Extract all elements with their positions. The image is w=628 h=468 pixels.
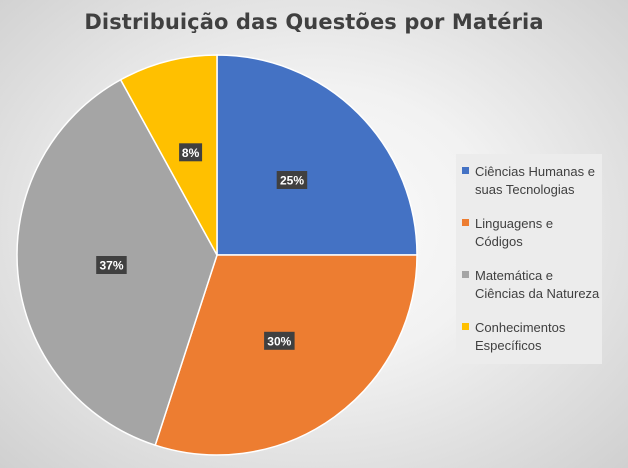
data-label-text: 30%	[267, 334, 291, 348]
data-label-ciencias-humanas-e-suas-tecnologias: 25%	[276, 171, 308, 189]
legend-label: Matemática e Ciências da Natureza	[475, 268, 600, 301]
legend-swatch	[462, 219, 469, 226]
chart-title: Distribuição das Questões por Matéria	[84, 10, 544, 34]
legend-item-matematica-e-ciencias-da-natureza: Matemática e Ciências da Natureza	[462, 267, 602, 319]
data-label-matematica-e-ciencias-da-natureza: 37%	[96, 256, 127, 274]
pie-slice-linguagens-e-codigos	[154, 254, 418, 456]
pie-slice-ciencias-humanas-e-suas-tecnologias	[216, 54, 418, 256]
chart-legend: Ciências Humanas e suas Tecnologias Lingu…	[456, 154, 602, 364]
data-label-conhecimentos-especificos: 8%	[179, 143, 203, 162]
legend-swatch	[462, 323, 469, 330]
data-label-text: 8%	[182, 146, 200, 160]
legend-label: Linguagens e Códigos	[475, 216, 554, 249]
data-label-box	[179, 143, 203, 162]
data-label-box	[264, 331, 295, 350]
legend-item-conhecimentos-especificos: Conhecimentos Específicos	[462, 319, 602, 371]
legend-label: Conhecimentos Específicos	[475, 320, 566, 353]
pie-slice-conhecimentos-especificos	[119, 54, 218, 256]
data-label-box	[96, 256, 127, 274]
pie-slices	[16, 54, 418, 456]
legend-item-linguagens-e-codigos: Linguagens e Códigos	[462, 215, 602, 267]
data-label-text: 37%	[99, 259, 123, 273]
legend-item-ciencias-humanas-e-suas-tecnologias: Ciências Humanas e suas Tecnologias	[462, 163, 602, 215]
legend-swatch	[462, 167, 469, 174]
data-label-text: 25%	[280, 174, 304, 188]
legend-label: Ciências Humanas e suas Tecnologias	[475, 164, 595, 197]
data-label-box	[276, 171, 308, 189]
data-label-linguagens-e-codigos: 30%	[264, 331, 295, 350]
legend-swatch	[462, 271, 469, 278]
pie-data-labels: 25% 30% 37% 8%	[96, 143, 308, 350]
